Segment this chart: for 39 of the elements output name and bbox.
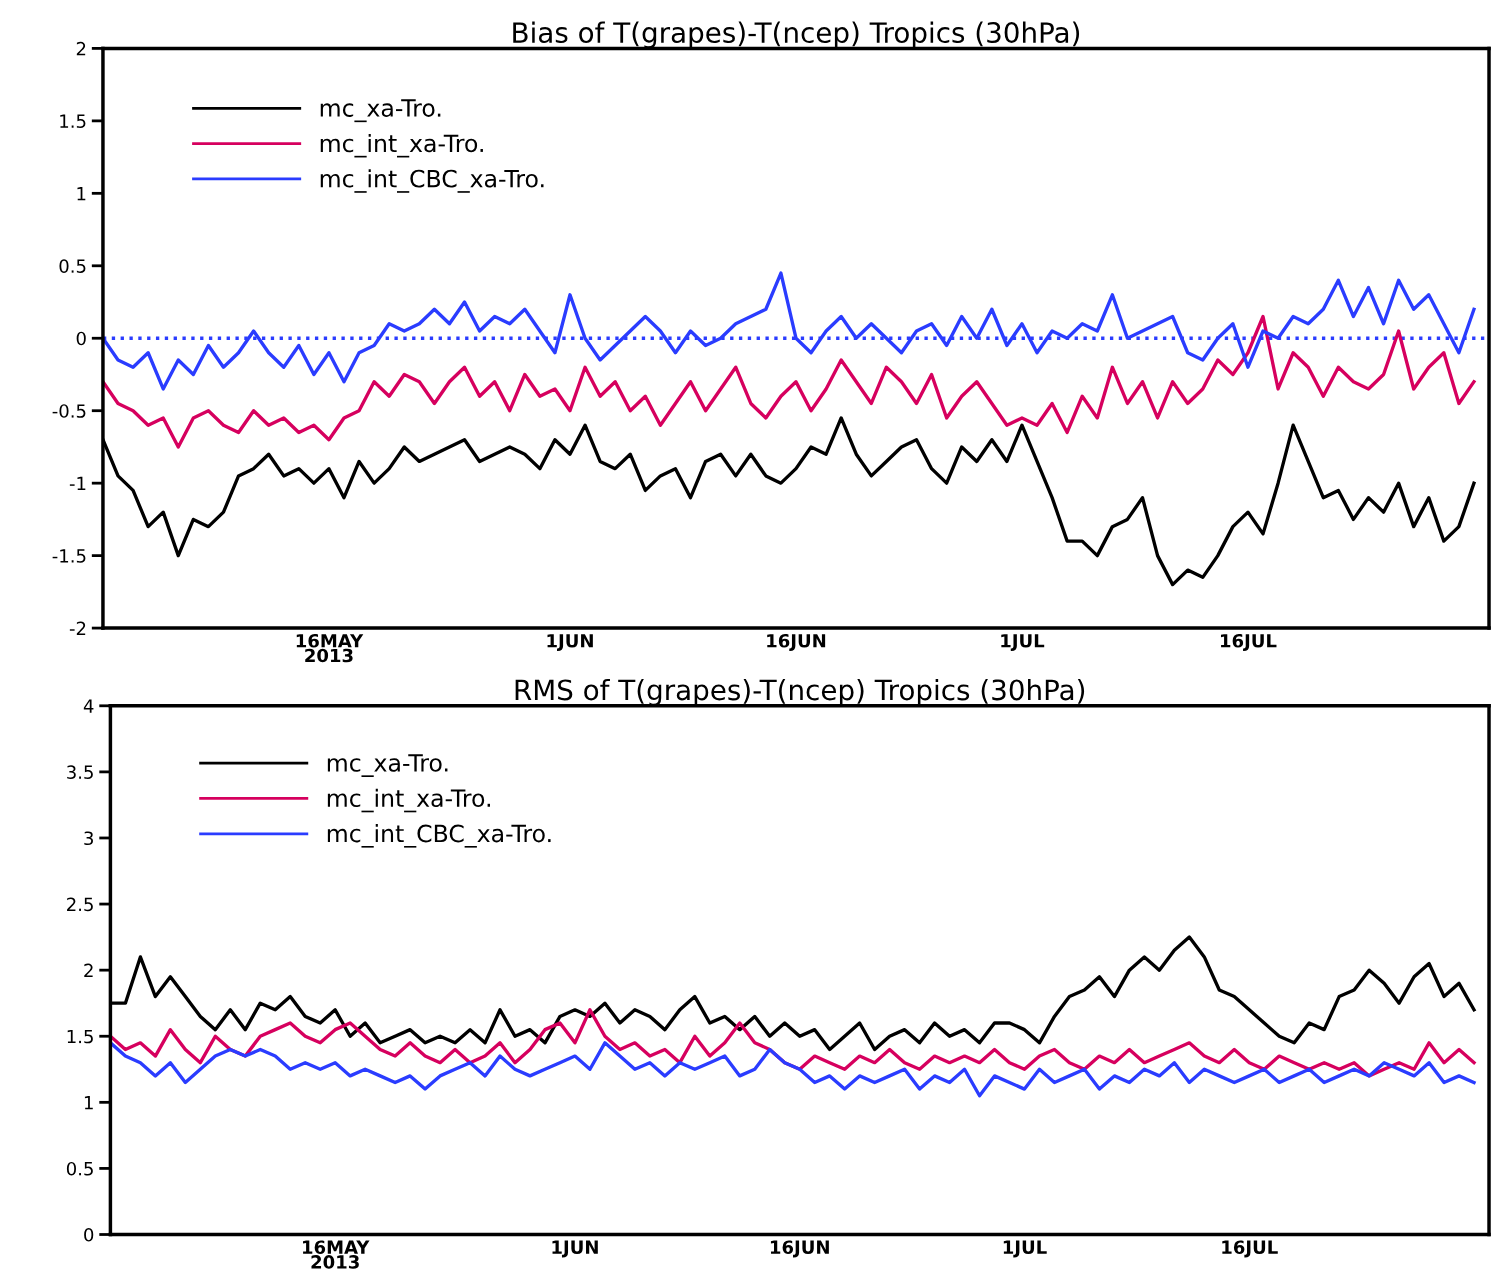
line-series xyxy=(110,1041,1476,1098)
y-tick-label: -1 xyxy=(69,476,86,491)
legend-label: mc_xa-Tro. xyxy=(327,754,448,777)
x-tick-label: 1JUL xyxy=(1003,1240,1047,1258)
line-series xyxy=(110,1008,1476,1078)
y-tick-label: 3 xyxy=(84,831,93,846)
x-tick-label: 16JUN xyxy=(770,1240,829,1258)
x-tick-label: 16MAY 2013 xyxy=(303,1240,370,1269)
y-tick-label: 0.5 xyxy=(59,259,86,273)
x-tick-label: 16JUL xyxy=(1220,633,1277,651)
x-tick-label: 16JUL xyxy=(1222,1240,1278,1258)
y-tick-label: 2.5 xyxy=(67,897,93,912)
y-tick-label: 0 xyxy=(76,331,86,346)
y-tick-label: 1 xyxy=(77,187,86,201)
y-tick-label: -2 xyxy=(69,621,86,635)
y-tick-label: 2 xyxy=(76,41,86,56)
line-series xyxy=(102,314,1476,449)
x-tick-label: 1JUL xyxy=(1001,634,1045,651)
x-tick-label: 16JUN xyxy=(767,633,826,651)
chart-title: RMS of T(grapes)-T(ncep) Tropics (30hPa) xyxy=(515,678,1085,706)
legend-label: mc_int_CBC_xa-Tro. xyxy=(320,169,544,193)
y-tick-label: 1 xyxy=(84,1096,93,1110)
legend-label: mc_xa-Tro. xyxy=(320,99,441,123)
y-tick-label: 1.5 xyxy=(67,1029,93,1044)
y-tick-label: 0 xyxy=(84,1227,94,1242)
y-tick-label: -0.5 xyxy=(52,404,86,418)
y-tick-label: 4 xyxy=(83,699,94,713)
y-tick-label: 2 xyxy=(84,963,93,978)
legend-label: mc_int_CBC_xa-Tro. xyxy=(327,824,551,848)
x-tick-label: 1JUN xyxy=(547,634,593,651)
y-tick-label: 3.5 xyxy=(67,765,93,779)
x-tick-label: 1JUN xyxy=(552,1240,598,1258)
chart-title: Bias of T(grapes)-T(ncep) Tropics (30hPa) xyxy=(513,21,1080,49)
legend-label: mc_int_xa-Tro. xyxy=(327,788,491,813)
x-tick-label: 16MAY 2013 xyxy=(296,633,364,663)
y-tick-label: -1.5 xyxy=(52,549,86,563)
legend-label: mc_int_xa-Tro. xyxy=(320,133,483,158)
y-tick-label: 1.5 xyxy=(60,114,86,128)
y-tick-label: 0.5 xyxy=(66,1161,93,1176)
